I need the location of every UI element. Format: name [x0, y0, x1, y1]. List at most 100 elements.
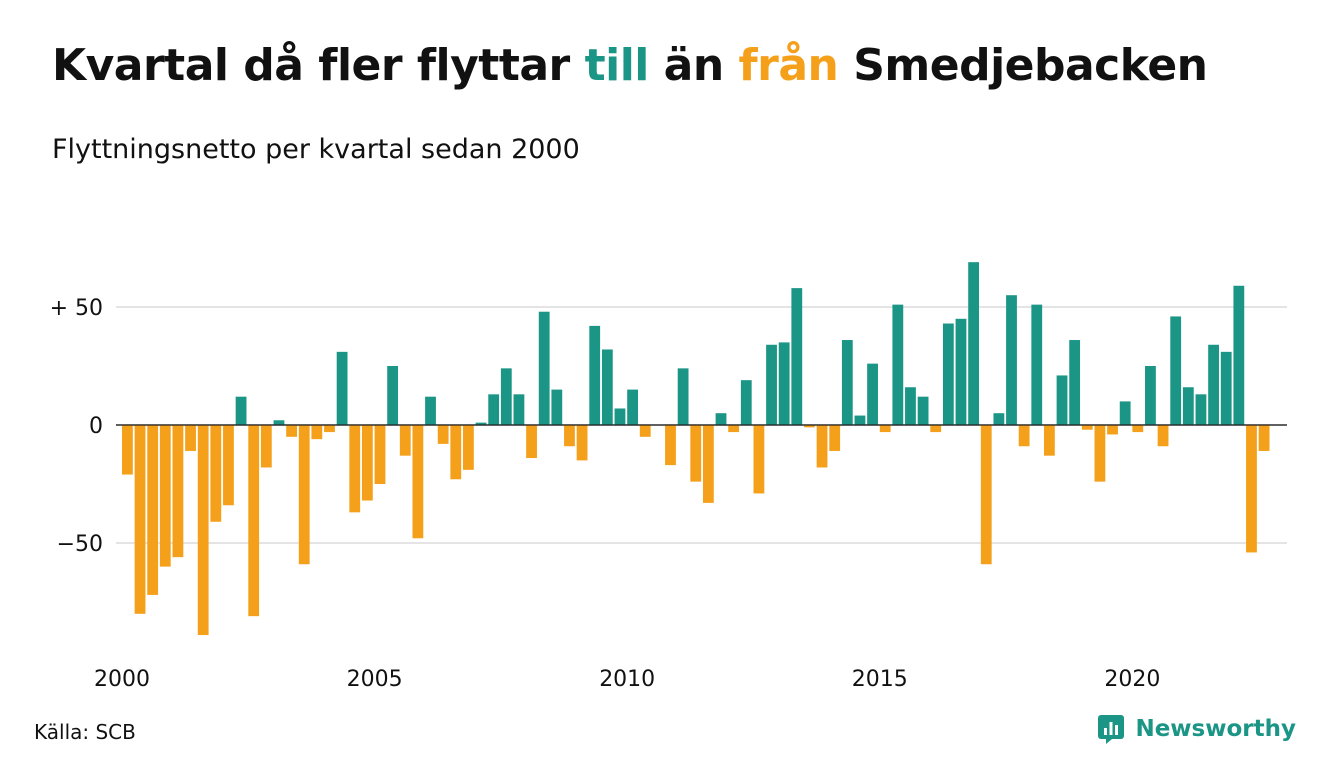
y-tick-label: 0	[89, 414, 103, 439]
bar	[690, 425, 702, 482]
x-tick-label: 2010	[599, 667, 655, 692]
bar	[1246, 425, 1257, 553]
bar	[134, 425, 146, 614]
x-tick-label: 2005	[347, 667, 403, 692]
bar	[942, 323, 954, 425]
bar	[1069, 340, 1081, 425]
bar	[1233, 285, 1245, 425]
bar	[399, 425, 411, 456]
bar	[311, 425, 323, 440]
bar	[892, 304, 904, 425]
title-highlight-till: till	[584, 40, 650, 91]
bar	[336, 351, 348, 425]
bar	[513, 394, 525, 425]
bar	[905, 387, 916, 425]
x-axis-ticks: 2000 2005 2010 2015 2020	[94, 667, 1160, 692]
chart-title: Kvartal då fler flyttar till än från Sme…	[52, 40, 1208, 91]
bar	[740, 380, 752, 425]
bar	[917, 396, 929, 425]
bar	[538, 311, 550, 425]
bar	[639, 425, 651, 437]
bar	[804, 425, 815, 428]
title-part-2: än	[648, 40, 739, 91]
bar	[324, 425, 335, 433]
bar	[601, 349, 613, 425]
bar	[374, 425, 386, 484]
bar	[766, 344, 777, 425]
bar	[500, 368, 512, 425]
bar	[286, 425, 297, 437]
bar	[159, 425, 171, 567]
bar	[273, 420, 285, 425]
y-tick-label: + 50	[50, 296, 103, 321]
title-highlight-fran: från	[738, 40, 839, 91]
newsworthy-logo-icon	[1098, 715, 1125, 744]
bar	[955, 318, 967, 425]
bar	[1208, 344, 1219, 425]
bar	[728, 425, 740, 433]
bar	[1170, 316, 1182, 425]
bar	[488, 394, 500, 425]
bar	[968, 262, 980, 425]
source-note: Källa: SCB	[34, 720, 136, 744]
bar	[576, 425, 588, 461]
title-part-3: Smedjebacken	[838, 40, 1208, 91]
bar	[702, 425, 714, 503]
bar	[980, 425, 992, 565]
bar	[993, 413, 1005, 425]
bar	[210, 425, 222, 522]
bar	[1081, 425, 1093, 430]
bar	[1132, 425, 1144, 433]
bar	[526, 425, 537, 459]
bar	[627, 389, 638, 425]
chart-subtitle: Flyttningsnetto per kvartal sedan 2000	[52, 134, 580, 165]
bar	[185, 425, 196, 451]
bar	[791, 288, 803, 425]
bar	[1031, 304, 1043, 425]
bar	[564, 425, 575, 447]
bar	[412, 425, 424, 539]
bar	[361, 425, 373, 501]
bars	[116, 262, 1287, 636]
bar	[879, 425, 891, 433]
bar	[551, 389, 563, 425]
bar	[930, 425, 942, 433]
bar	[665, 425, 676, 466]
bar	[1107, 425, 1118, 435]
bar	[450, 425, 462, 480]
bar	[1157, 425, 1169, 447]
brand-name: Newsworthy	[1135, 716, 1296, 742]
bar	[387, 366, 399, 425]
bar	[1018, 425, 1030, 447]
bar	[614, 408, 626, 425]
bar	[1258, 425, 1270, 451]
x-tick-label: 2020	[1104, 667, 1160, 692]
bar	[589, 325, 601, 425]
bar	[172, 425, 184, 558]
bar	[1006, 295, 1017, 425]
bar	[235, 396, 247, 425]
y-tick-label: −50	[57, 532, 103, 557]
bar	[1094, 425, 1106, 482]
bar	[197, 425, 209, 636]
bar	[1119, 401, 1131, 425]
x-tick-label: 2000	[94, 667, 150, 692]
bar	[867, 363, 878, 425]
bar	[1043, 425, 1055, 456]
bar	[753, 425, 765, 494]
bar	[1056, 375, 1068, 425]
bar	[854, 415, 866, 425]
bar	[841, 340, 853, 425]
bar	[816, 425, 828, 468]
brand-logo: Newsworthy	[1097, 714, 1296, 744]
bar	[122, 425, 133, 475]
bar	[1195, 394, 1207, 425]
title-part-1: Kvartal då fler flyttar	[52, 40, 585, 91]
bar	[147, 425, 159, 595]
bar	[463, 425, 474, 470]
bar	[715, 413, 727, 425]
bar	[437, 425, 449, 444]
bar	[778, 342, 790, 425]
bar	[1220, 351, 1232, 425]
bar	[260, 425, 272, 468]
